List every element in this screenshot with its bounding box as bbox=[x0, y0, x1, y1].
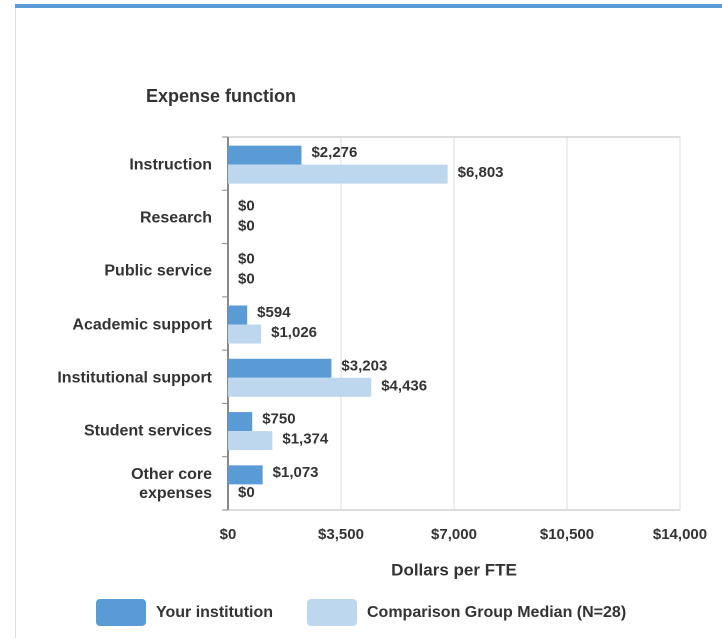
bar bbox=[228, 164, 448, 184]
value-label: $1,026 bbox=[271, 324, 317, 341]
chart-title: Expense function bbox=[146, 86, 296, 106]
value-label: $594 bbox=[257, 304, 291, 321]
value-label: $3,203 bbox=[341, 357, 387, 374]
value-label: $0 bbox=[238, 251, 255, 268]
value-label: $0 bbox=[238, 484, 255, 501]
legend-swatch bbox=[307, 599, 357, 626]
value-label: $4,436 bbox=[381, 377, 427, 394]
category-label: Instruction bbox=[129, 156, 212, 174]
value-label: $0 bbox=[238, 217, 255, 234]
category-label: Public service bbox=[104, 262, 212, 280]
bar bbox=[228, 145, 302, 165]
x-tick-label: $14,000 bbox=[653, 526, 707, 543]
bar bbox=[228, 431, 273, 451]
category-label: Student services bbox=[83, 422, 212, 440]
category-label: Institutional support bbox=[57, 369, 212, 387]
bar bbox=[228, 377, 372, 397]
legend-swatch bbox=[96, 599, 146, 626]
x-tick-label: $7,000 bbox=[431, 526, 477, 543]
bar bbox=[228, 358, 332, 378]
value-label: $750 bbox=[262, 411, 295, 428]
x-axis-title: Dollars per FTE bbox=[391, 560, 517, 579]
x-tick-label: $3,500 bbox=[318, 526, 364, 543]
value-label: $1,374 bbox=[282, 431, 329, 448]
value-label: $1,073 bbox=[273, 464, 319, 481]
top-border bbox=[15, 4, 722, 8]
value-label: $0 bbox=[238, 197, 255, 214]
x-tick-label: $10,500 bbox=[540, 526, 594, 543]
value-label: $2,276 bbox=[311, 144, 357, 161]
bar bbox=[228, 324, 262, 344]
value-label: $6,803 bbox=[458, 164, 504, 181]
x-tick-label: $0 bbox=[220, 526, 237, 543]
category-label: Academic support bbox=[72, 316, 212, 333]
category-label: Other core expenses bbox=[131, 466, 212, 503]
legend-label: Your institution bbox=[156, 604, 273, 621]
bar bbox=[228, 412, 253, 432]
legend-label: Comparison Group Median (N=28) bbox=[367, 604, 626, 621]
value-label: $0 bbox=[238, 271, 255, 288]
bar bbox=[228, 305, 248, 325]
category-label: Research bbox=[139, 209, 212, 227]
bar bbox=[228, 465, 263, 485]
